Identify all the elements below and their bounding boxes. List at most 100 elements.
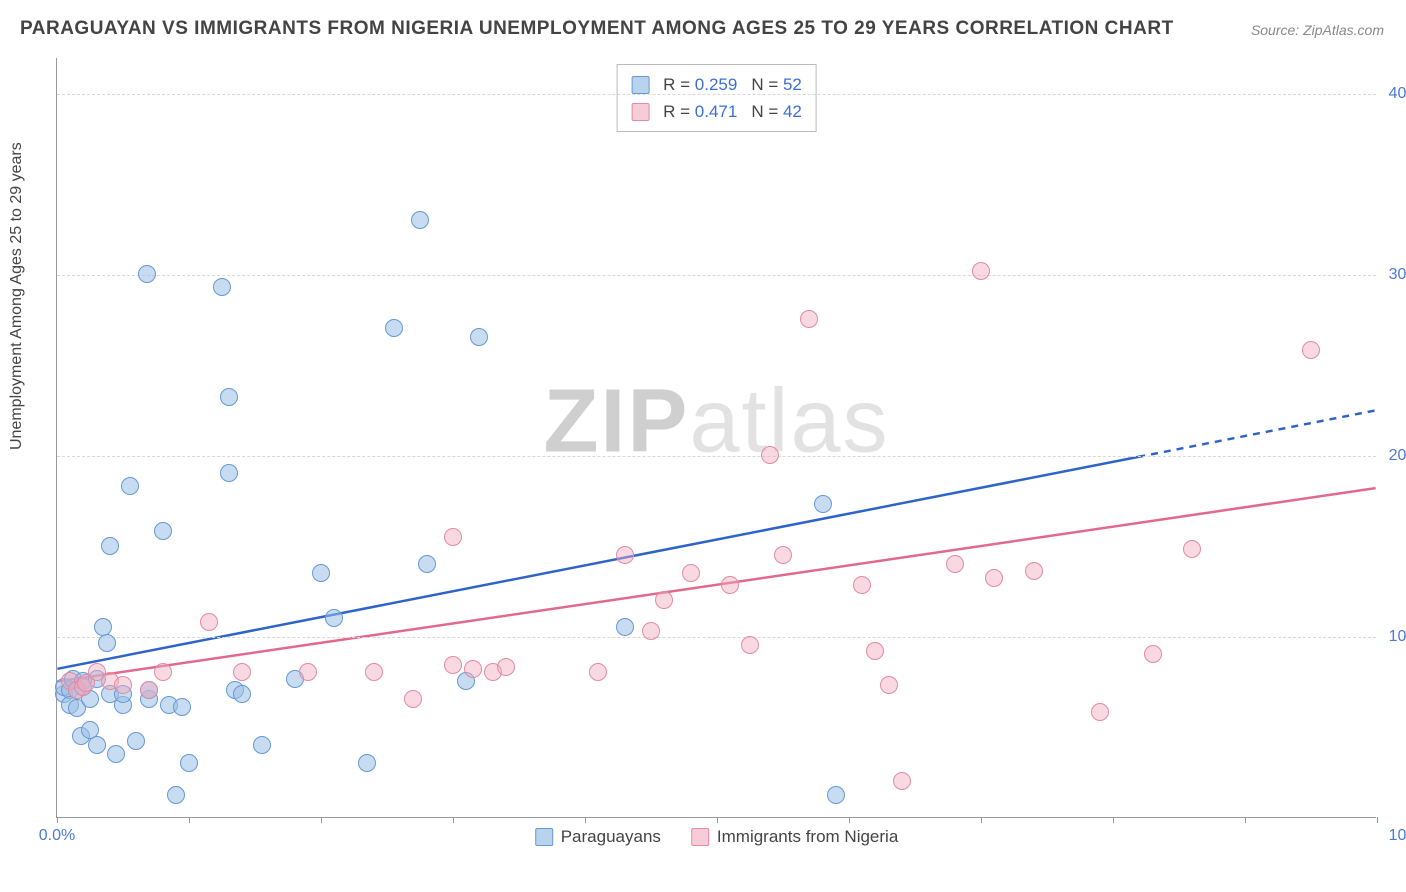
scatter-point [985,569,1003,587]
scatter-point [101,537,119,555]
scatter-point [385,319,403,337]
y-tick-label: 40.0% [1389,85,1406,103]
x-tick [1245,817,1246,823]
gridline [57,456,1376,457]
gridline [57,637,1376,638]
scatter-point [497,658,515,676]
scatter-point [642,622,660,640]
scatter-point [200,613,218,631]
scatter-point [616,618,634,636]
scatter-point [358,754,376,772]
source-attribution: Source: ZipAtlas.com [1251,22,1384,38]
scatter-point [114,676,132,694]
scatter-point [154,663,172,681]
scatter-point [827,786,845,804]
scatter-point [299,663,317,681]
scatter-point [1091,703,1109,721]
x-tick [585,817,586,823]
swatch-icon [535,828,553,846]
correlation-stats-box: R = 0.259 N = 52 R = 0.471 N = 42 [616,64,817,132]
scatter-chart: ZIPatlas R = 0.259 N = 52 R = 0.471 N = … [56,58,1376,818]
scatter-point [1183,540,1201,558]
scatter-point [655,591,673,609]
scatter-point [233,663,251,681]
scatter-point [88,736,106,754]
stats-row: R = 0.471 N = 42 [631,98,802,125]
scatter-point [233,685,251,703]
stat-n: N = 42 [751,98,802,125]
x-tick-label: 0.0% [39,827,75,845]
scatter-point [98,634,116,652]
scatter-point [741,636,759,654]
y-tick-label: 30.0% [1389,266,1406,284]
scatter-point [972,262,990,280]
scatter-point [253,736,271,754]
scatter-point [180,754,198,772]
scatter-point [1025,562,1043,580]
trend-lines [57,58,1376,817]
scatter-point [411,211,429,229]
scatter-point [220,464,238,482]
scatter-point [1302,341,1320,359]
x-tick [981,817,982,823]
x-tick [1113,817,1114,823]
scatter-point [589,663,607,681]
scatter-point [404,690,422,708]
legend-label: Paraguayans [561,827,661,847]
x-tick [189,817,190,823]
y-tick-label: 10.0% [1389,628,1406,646]
scatter-point [418,555,436,573]
x-tick [1377,817,1378,823]
legend-item: Immigrants from Nigeria [691,827,898,847]
scatter-point [94,618,112,636]
chart-title: PARAGUAYAN VS IMMIGRANTS FROM NIGERIA UN… [20,18,1174,40]
scatter-point [127,732,145,750]
swatch-icon [631,76,649,94]
scatter-point [444,656,462,674]
y-tick-label: 20.0% [1389,447,1406,465]
swatch-icon [631,103,649,121]
scatter-point [880,676,898,694]
scatter-point [946,555,964,573]
scatter-point [800,310,818,328]
scatter-point [140,681,158,699]
scatter-point [853,576,871,594]
scatter-point [616,546,634,564]
watermark: ZIPatlas [543,371,889,474]
scatter-point [220,388,238,406]
scatter-point [325,609,343,627]
swatch-icon [691,828,709,846]
scatter-point [444,528,462,546]
y-axis-label: Unemployment Among Ages 25 to 29 years [8,142,26,450]
scatter-point [365,663,383,681]
scatter-point [893,772,911,790]
legend-item: Paraguayans [535,827,661,847]
scatter-point [814,495,832,513]
legend: Paraguayans Immigrants from Nigeria [535,827,899,847]
scatter-point [312,564,330,582]
scatter-point [470,328,488,346]
scatter-point [121,477,139,495]
scatter-point [138,265,156,283]
stat-r: R = 0.471 [663,98,737,125]
scatter-point [761,446,779,464]
scatter-point [682,564,700,582]
scatter-point [213,278,231,296]
x-tick [57,817,58,823]
scatter-point [866,642,884,660]
scatter-point [721,576,739,594]
x-tick [453,817,454,823]
x-tick [717,817,718,823]
scatter-point [173,698,191,716]
x-tick-label: 10.0% [1389,827,1406,845]
gridline [57,94,1376,95]
scatter-point [1144,645,1162,663]
gridline [57,275,1376,276]
scatter-point [167,786,185,804]
scatter-point [107,745,125,763]
scatter-point [154,522,172,540]
x-tick [849,817,850,823]
scatter-point [774,546,792,564]
x-tick [321,817,322,823]
legend-label: Immigrants from Nigeria [717,827,898,847]
